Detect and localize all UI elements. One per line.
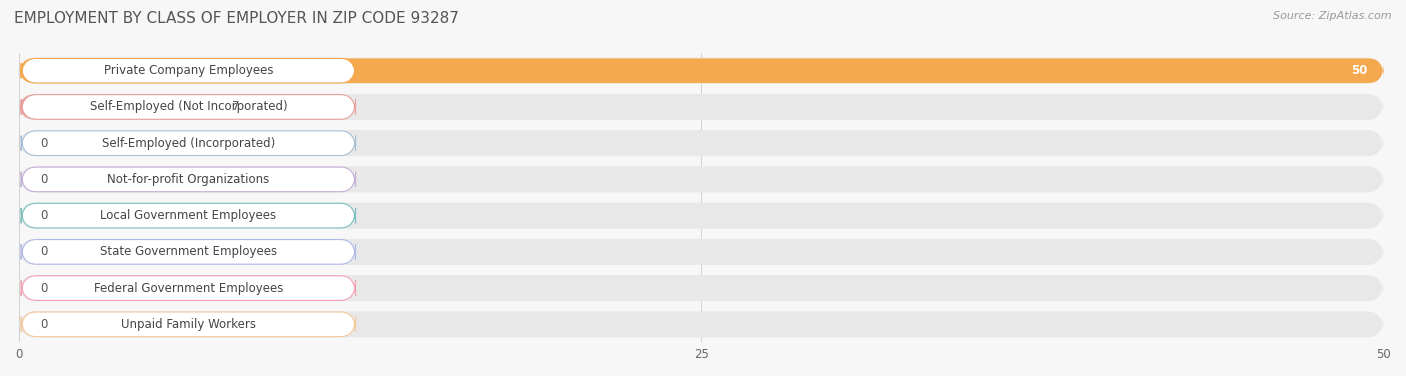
FancyBboxPatch shape xyxy=(21,240,356,264)
FancyBboxPatch shape xyxy=(21,312,356,337)
Text: 0: 0 xyxy=(41,209,48,222)
FancyBboxPatch shape xyxy=(18,203,1384,229)
FancyBboxPatch shape xyxy=(18,166,1384,193)
Text: Self-Employed (Incorporated): Self-Employed (Incorporated) xyxy=(101,137,276,150)
FancyBboxPatch shape xyxy=(18,130,1384,156)
Text: 0: 0 xyxy=(41,137,48,150)
FancyBboxPatch shape xyxy=(18,95,209,119)
FancyBboxPatch shape xyxy=(18,58,1384,84)
Text: 50: 50 xyxy=(1351,64,1367,77)
Text: Unpaid Family Workers: Unpaid Family Workers xyxy=(121,318,256,331)
Text: Self-Employed (Not Incorporated): Self-Employed (Not Incorporated) xyxy=(90,100,287,114)
Text: 0: 0 xyxy=(41,246,48,258)
Text: 0: 0 xyxy=(41,173,48,186)
Text: Federal Government Employees: Federal Government Employees xyxy=(94,282,283,295)
Text: 7: 7 xyxy=(232,100,239,114)
FancyBboxPatch shape xyxy=(18,58,1384,83)
FancyBboxPatch shape xyxy=(18,275,1384,301)
Text: Not-for-profit Organizations: Not-for-profit Organizations xyxy=(107,173,270,186)
Text: 0: 0 xyxy=(41,282,48,295)
Text: EMPLOYMENT BY CLASS OF EMPLOYER IN ZIP CODE 93287: EMPLOYMENT BY CLASS OF EMPLOYER IN ZIP C… xyxy=(14,11,458,26)
Text: Private Company Employees: Private Company Employees xyxy=(104,64,273,77)
FancyBboxPatch shape xyxy=(21,58,356,83)
FancyBboxPatch shape xyxy=(21,167,356,192)
Text: Source: ZipAtlas.com: Source: ZipAtlas.com xyxy=(1274,11,1392,21)
FancyBboxPatch shape xyxy=(21,276,356,300)
FancyBboxPatch shape xyxy=(21,203,356,228)
FancyBboxPatch shape xyxy=(21,95,356,119)
FancyBboxPatch shape xyxy=(18,94,1384,120)
Text: State Government Employees: State Government Employees xyxy=(100,246,277,258)
Text: Local Government Employees: Local Government Employees xyxy=(100,209,277,222)
FancyBboxPatch shape xyxy=(18,239,1384,265)
FancyBboxPatch shape xyxy=(18,311,1384,337)
FancyBboxPatch shape xyxy=(21,131,356,156)
Text: 0: 0 xyxy=(41,318,48,331)
